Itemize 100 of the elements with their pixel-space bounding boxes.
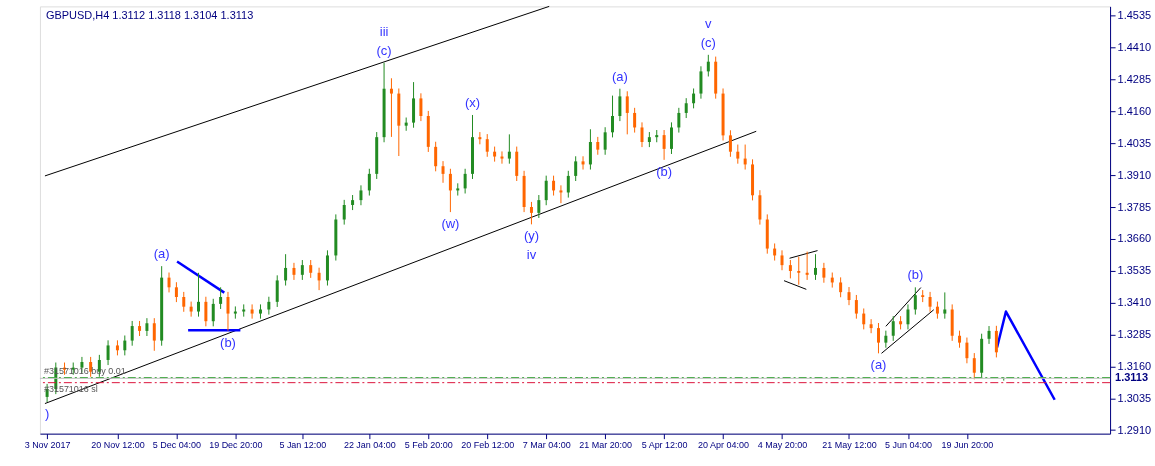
- y-tick-label: 1.3910: [1117, 168, 1152, 181]
- candlestick: [500, 150, 504, 165]
- candlestick: [456, 182, 460, 197]
- annotation: iii: [379, 23, 389, 39]
- candlestick: [847, 286, 851, 306]
- annotation: (a): [611, 68, 628, 84]
- annotation: (c): [700, 34, 716, 50]
- candlestick: [805, 251, 809, 281]
- candlestick: [913, 286, 917, 316]
- candlestick: [419, 92, 423, 122]
- candlestick: [167, 272, 171, 293]
- candlestick: [736, 144, 740, 165]
- annotation: (a): [870, 357, 887, 373]
- candlestick: [581, 155, 585, 171]
- candlestick: [211, 298, 215, 327]
- candlestick: [145, 317, 149, 337]
- x-tick-label: 20 Feb 12:00: [461, 440, 515, 451]
- annotation: (b): [220, 334, 236, 350]
- candlestick: [862, 307, 866, 330]
- candlestick: [552, 175, 556, 197]
- candlestick: [233, 305, 237, 320]
- y-tick-label: 1.4160: [1117, 104, 1152, 117]
- candlestick: [507, 133, 511, 165]
- candlestick: [389, 77, 393, 138]
- candlestick: [448, 168, 452, 213]
- ref-line-label: 1.3113: [1115, 371, 1149, 384]
- annotation: (a): [153, 246, 170, 262]
- y-tick-label: 1.3035: [1117, 391, 1152, 404]
- candlestick: [699, 65, 703, 100]
- y-tick-label: 1.2910: [1117, 423, 1152, 436]
- chart-title: GBPUSD,H4 1.3112 1.3118 1.3104 1.3113: [45, 9, 254, 22]
- candlestick: [537, 194, 541, 219]
- annotation: iv: [526, 247, 537, 263]
- x-tick-label: 7 Mar 04:00: [522, 440, 571, 451]
- candlestick: [106, 339, 110, 366]
- x-tick-label: 20 Apr 04:00: [698, 440, 749, 451]
- x-tick-label: 5 Jun 04:00: [885, 440, 932, 451]
- candlestick: [822, 262, 826, 284]
- candlestick: [884, 330, 888, 349]
- candlestick: [987, 325, 991, 345]
- x-tick-label: 21 May 12:00: [822, 440, 877, 451]
- candlestick: [684, 97, 688, 119]
- candlestick: [226, 291, 230, 332]
- candlestick: [566, 170, 570, 199]
- annotation: (c): [376, 42, 392, 58]
- annotation: (x): [464, 95, 481, 110]
- candlestick: [130, 320, 134, 347]
- x-tick-label: 4 May 20:00: [757, 440, 808, 451]
- candlestick: [906, 303, 910, 330]
- candlestick: [706, 54, 710, 77]
- y-tick-label: 1.3285: [1117, 327, 1152, 340]
- candlestick: [611, 95, 615, 138]
- y-tick-label: 1.3535: [1117, 264, 1152, 277]
- y-tick-label: 1.3660: [1117, 232, 1152, 245]
- candlestick: [559, 184, 563, 204]
- candlestick: [544, 175, 548, 206]
- candlestick: [869, 318, 873, 334]
- candlestick: [943, 291, 947, 320]
- annotation: ): [44, 406, 50, 421]
- candlestick: [250, 303, 254, 320]
- candlestick: [359, 184, 363, 206]
- candlestick: [797, 256, 801, 286]
- candlestick: [367, 168, 371, 197]
- candlestick: [152, 317, 156, 352]
- annotation: (y): [523, 228, 540, 244]
- candlestick: [574, 155, 578, 182]
- candlestick: [189, 301, 193, 318]
- candlestick: [478, 131, 482, 145]
- candlestick: [485, 133, 489, 158]
- candlestick: [275, 274, 279, 308]
- annotation: (b): [656, 163, 673, 179]
- candlestick: [197, 272, 200, 318]
- y-tick-label: 1.3160: [1117, 359, 1152, 372]
- candlestick: [972, 352, 976, 380]
- candlestick: [669, 121, 673, 155]
- x-tick-label: 21 Mar 20:00: [579, 440, 633, 451]
- candlestick: [728, 129, 732, 158]
- candlestick: [814, 253, 818, 281]
- candlestick: [317, 267, 321, 291]
- candlestick: [788, 259, 792, 279]
- candlestick: [441, 160, 445, 184]
- x-tick-label: 5 Apr 12:00: [641, 440, 688, 451]
- candlestick: [182, 291, 186, 313]
- y-tick-label: 1.4285: [1117, 73, 1152, 86]
- candlestick: [854, 294, 858, 320]
- x-tick-label: 19 Dec 20:00: [209, 440, 263, 451]
- y-tick-label: 1.3410: [1117, 296, 1152, 309]
- y-tick-label: 1.4410: [1117, 41, 1152, 54]
- x-tick-label: 19 Jun 20:00: [941, 440, 994, 451]
- candlestick: [994, 325, 998, 358]
- candlestick: [300, 259, 304, 281]
- candlestick: [662, 129, 666, 161]
- annotation: (w): [441, 216, 460, 232]
- candlestick: [618, 88, 622, 122]
- candlestick: [342, 199, 346, 226]
- candlestick: [463, 168, 467, 194]
- candlestick: [174, 281, 178, 303]
- candlestick: [891, 315, 895, 342]
- candlestick: [780, 249, 784, 271]
- x-tick-label: 20 Nov 12:00: [91, 440, 145, 451]
